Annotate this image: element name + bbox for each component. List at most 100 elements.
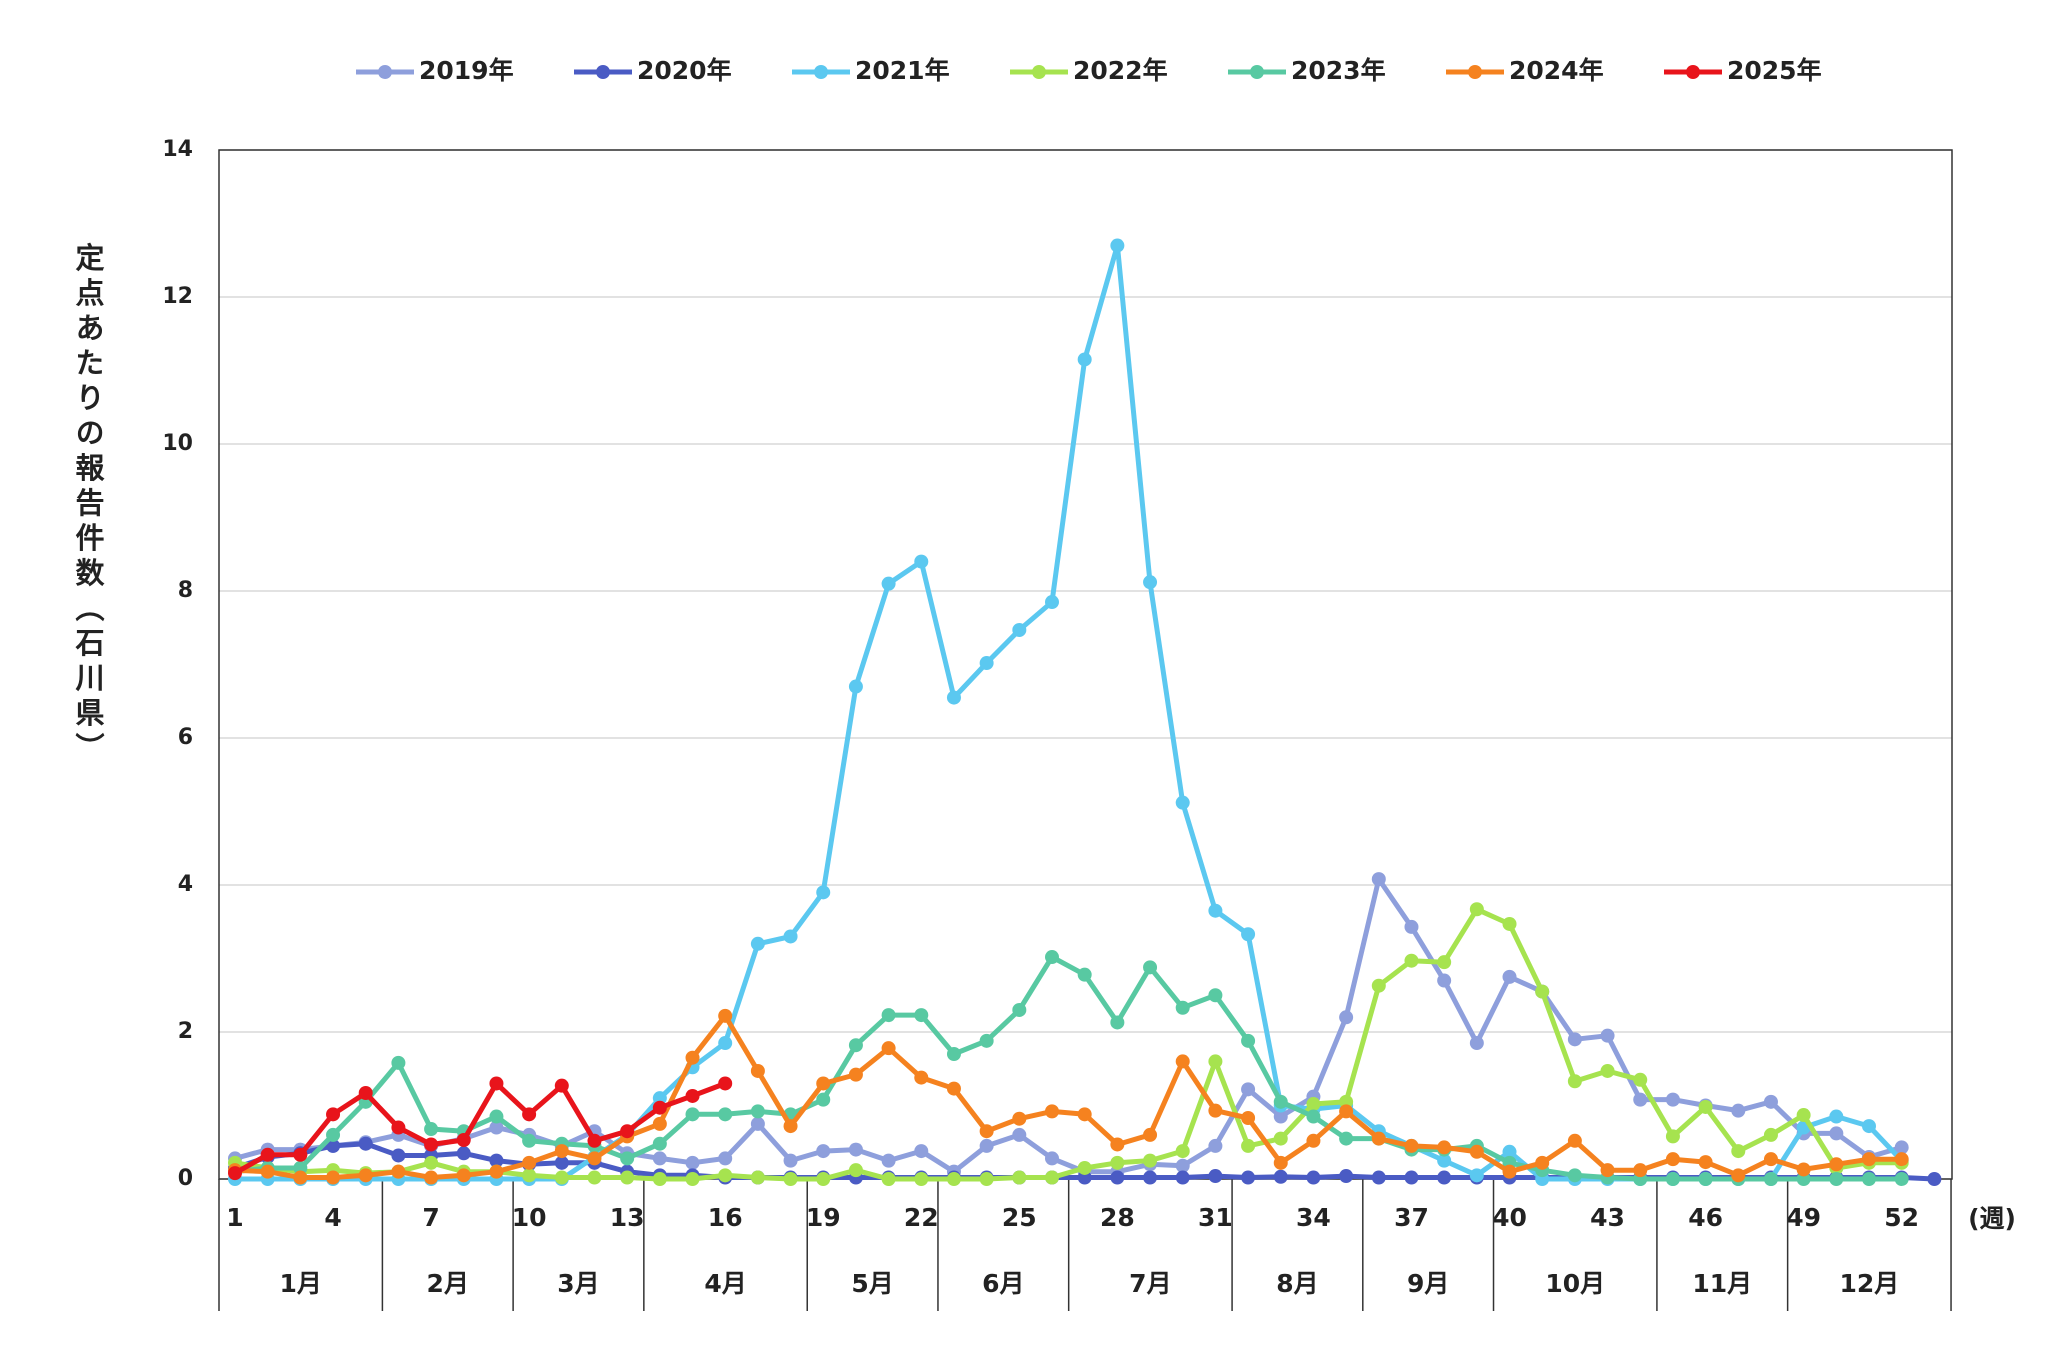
data-point	[228, 1166, 242, 1181]
data-point	[1110, 238, 1125, 253]
data-point	[914, 554, 929, 569]
data-point	[1012, 1111, 1027, 1126]
data-point	[652, 1116, 667, 1131]
data-point	[750, 936, 765, 951]
x-tick-label: 16	[708, 1203, 743, 1232]
data-point	[456, 1133, 471, 1148]
data-point	[1763, 1094, 1778, 1109]
legend-label: 2025年	[1727, 56, 1822, 85]
data-point	[1143, 1127, 1158, 1142]
x-tick-label: 37	[1394, 1203, 1429, 1232]
series-line	[234, 876, 1903, 1175]
data-point	[1927, 1172, 1942, 1186]
legend-marker	[596, 65, 610, 79]
data-point	[946, 1047, 961, 1062]
data-point	[783, 1119, 798, 1134]
legend-marker	[378, 65, 392, 79]
y-tick-label: 14	[162, 137, 193, 162]
data-point	[1437, 955, 1452, 970]
data-point	[1110, 1170, 1125, 1185]
data-point	[1273, 1094, 1288, 1109]
data-point	[260, 1164, 275, 1179]
data-point	[1404, 953, 1419, 968]
month-label: 12月	[1839, 1269, 1899, 1298]
data-point	[848, 1142, 863, 1157]
data-point	[1698, 1099, 1713, 1114]
data-point	[816, 1092, 831, 1107]
data-point	[522, 1133, 537, 1148]
x-tick-label: 4	[324, 1203, 341, 1232]
data-point	[1535, 1155, 1550, 1170]
legend-label: 2020年	[637, 56, 732, 85]
data-point	[1077, 352, 1092, 367]
month-label: 5月	[851, 1269, 893, 1298]
data-point	[1241, 1138, 1256, 1153]
data-point	[1698, 1172, 1713, 1186]
data-point	[1829, 1126, 1844, 1141]
data-point	[1143, 575, 1158, 590]
data-point	[489, 1076, 504, 1091]
month-label: 4月	[704, 1269, 746, 1298]
data-point	[914, 1070, 929, 1085]
legend-label: 2021年	[855, 56, 950, 85]
data-point	[1371, 1170, 1386, 1185]
data-point	[326, 1107, 341, 1122]
data-point	[848, 1038, 863, 1053]
x-tick-label: 22	[904, 1203, 939, 1232]
legend-label: 2022年	[1073, 56, 1168, 85]
plot-frame	[218, 149, 1953, 1180]
month-label: 6月	[982, 1269, 1024, 1298]
data-point	[1567, 1133, 1582, 1148]
data-point	[1404, 1170, 1419, 1185]
data-point	[1731, 1168, 1746, 1183]
series-line	[235, 243, 1904, 1182]
x-tick-label: 40	[1492, 1203, 1527, 1232]
series-line	[234, 906, 1902, 1182]
data-point	[979, 656, 994, 671]
y-tick-label: 12	[162, 284, 193, 309]
data-point	[1143, 960, 1158, 975]
y-tick-label: 4	[178, 872, 193, 897]
data-point	[1306, 1170, 1321, 1185]
legend-marker	[1250, 65, 1264, 79]
data-point	[293, 1170, 308, 1185]
data-point	[358, 1136, 373, 1151]
legend-label: 2024年	[1509, 56, 1604, 85]
data-point	[1731, 1144, 1746, 1159]
data-point	[1829, 1157, 1844, 1172]
data-point	[1600, 1063, 1615, 1078]
data-point	[718, 1008, 733, 1023]
data-point	[1208, 1103, 1223, 1118]
data-point	[816, 885, 831, 900]
data-point	[1665, 1129, 1680, 1144]
x-tick-label: 46	[1688, 1203, 1723, 1232]
data-point	[358, 1168, 373, 1183]
legend-marker	[1686, 65, 1700, 79]
data-point	[1535, 984, 1550, 999]
data-point	[1045, 950, 1059, 965]
legend-marker	[1032, 65, 1046, 79]
data-point	[783, 1153, 798, 1168]
data-point	[391, 1164, 406, 1179]
x-tick-label: 28	[1100, 1203, 1135, 1232]
data-point	[620, 1151, 635, 1166]
x-tick-label: 52	[1884, 1203, 1919, 1232]
month-label: 7月	[1129, 1269, 1171, 1298]
data-point	[522, 1168, 537, 1183]
data-point	[979, 1138, 994, 1153]
data-point	[652, 1151, 667, 1166]
data-point	[1404, 1138, 1419, 1153]
data-point	[1600, 1028, 1615, 1043]
data-point	[293, 1147, 308, 1162]
data-point	[979, 1033, 994, 1048]
data-point	[1045, 595, 1059, 610]
data-point	[1437, 973, 1452, 988]
data-point	[587, 1170, 602, 1185]
data-point	[685, 1107, 700, 1122]
data-point	[1012, 1170, 1027, 1185]
data-point	[979, 1172, 994, 1186]
data-point	[489, 1109, 504, 1124]
data-point	[1731, 1103, 1746, 1118]
data-point	[424, 1137, 439, 1152]
data-point	[1306, 1097, 1321, 1112]
